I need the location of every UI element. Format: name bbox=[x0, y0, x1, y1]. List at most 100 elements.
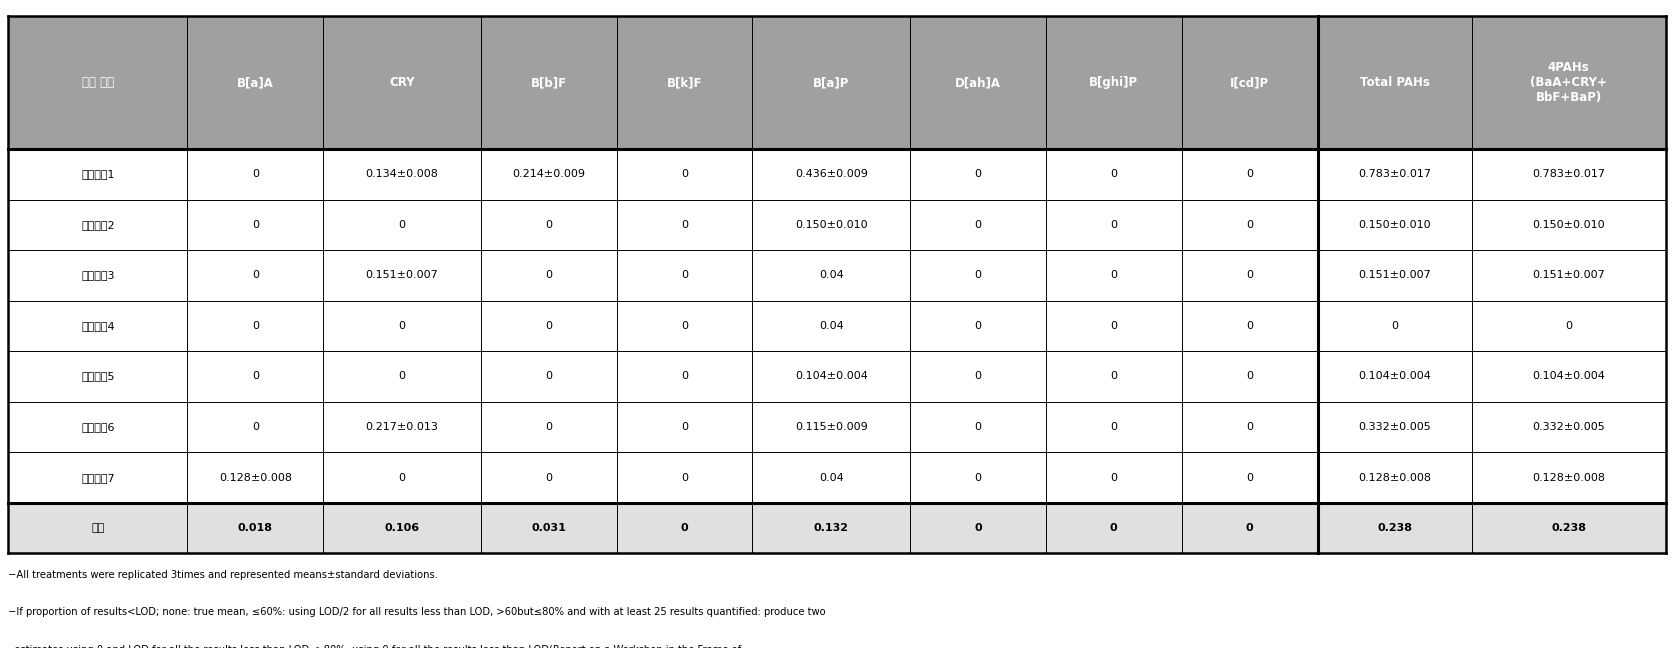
Bar bbox=[1471, 452, 1665, 503]
Bar bbox=[753, 250, 910, 301]
Text: B[a]P: B[a]P bbox=[813, 76, 848, 89]
Bar bbox=[753, 16, 910, 149]
Bar bbox=[753, 402, 910, 452]
Bar bbox=[8, 452, 187, 503]
Text: 0.150±0.010: 0.150±0.010 bbox=[1531, 220, 1604, 230]
Text: 0: 0 bbox=[681, 371, 688, 382]
Text: 0: 0 bbox=[545, 321, 552, 331]
Text: 0: 0 bbox=[251, 270, 259, 281]
Text: 0: 0 bbox=[398, 472, 405, 483]
Text: 0.238: 0.238 bbox=[1377, 523, 1412, 533]
Bar bbox=[323, 301, 480, 351]
Bar bbox=[8, 16, 187, 149]
Bar bbox=[1181, 503, 1317, 553]
Text: B[ghi]P: B[ghi]P bbox=[1089, 76, 1138, 89]
Text: CRY: CRY bbox=[388, 76, 415, 89]
Bar bbox=[323, 351, 480, 402]
Bar bbox=[1046, 351, 1181, 402]
Bar bbox=[1046, 149, 1181, 200]
Bar bbox=[616, 402, 753, 452]
Text: 0: 0 bbox=[974, 472, 980, 483]
Bar bbox=[480, 250, 616, 301]
Bar bbox=[1471, 351, 1665, 402]
Text: 0: 0 bbox=[1245, 321, 1253, 331]
Bar bbox=[187, 16, 323, 149]
Bar bbox=[480, 149, 616, 200]
Bar bbox=[323, 452, 480, 503]
Bar bbox=[616, 301, 753, 351]
Text: 0.128±0.008: 0.128±0.008 bbox=[1531, 472, 1604, 483]
Bar bbox=[616, 250, 753, 301]
Bar bbox=[1317, 200, 1471, 250]
Text: 0: 0 bbox=[681, 169, 688, 179]
Bar bbox=[480, 16, 616, 149]
Text: 0.151±0.007: 0.151±0.007 bbox=[1357, 270, 1430, 281]
Bar bbox=[1317, 351, 1471, 402]
Bar bbox=[187, 149, 323, 200]
Bar bbox=[753, 452, 910, 503]
Text: 0: 0 bbox=[545, 472, 552, 483]
Text: 0: 0 bbox=[1109, 169, 1116, 179]
Text: 0: 0 bbox=[398, 371, 405, 382]
Text: 0.104±0.004: 0.104±0.004 bbox=[1357, 371, 1430, 382]
Text: 0.018: 0.018 bbox=[238, 523, 273, 533]
Bar bbox=[1181, 351, 1317, 402]
Bar bbox=[616, 351, 753, 402]
Bar bbox=[1471, 16, 1665, 149]
Text: 0: 0 bbox=[251, 169, 259, 179]
Bar bbox=[910, 16, 1046, 149]
Text: 오징어포3: 오징어포3 bbox=[80, 270, 114, 281]
Text: 0.783±0.017: 0.783±0.017 bbox=[1357, 169, 1430, 179]
Text: 0.04: 0.04 bbox=[818, 472, 843, 483]
Text: 0.04: 0.04 bbox=[818, 321, 843, 331]
Text: 0: 0 bbox=[681, 472, 688, 483]
Bar bbox=[323, 16, 480, 149]
Text: 0.332±0.005: 0.332±0.005 bbox=[1531, 422, 1604, 432]
Text: 0: 0 bbox=[974, 169, 980, 179]
Bar bbox=[753, 351, 910, 402]
Bar bbox=[1317, 301, 1471, 351]
Text: 0.238: 0.238 bbox=[1551, 523, 1586, 533]
Text: 0: 0 bbox=[681, 523, 688, 533]
Text: 0: 0 bbox=[1109, 523, 1118, 533]
Bar bbox=[1046, 402, 1181, 452]
Text: 0: 0 bbox=[1564, 321, 1571, 331]
Bar bbox=[187, 402, 323, 452]
Text: 0: 0 bbox=[398, 220, 405, 230]
Bar bbox=[753, 149, 910, 200]
Text: 0.217±0.013: 0.217±0.013 bbox=[365, 422, 438, 432]
Bar bbox=[1317, 16, 1471, 149]
Text: 0: 0 bbox=[974, 270, 980, 281]
Bar bbox=[753, 503, 910, 553]
Text: 0: 0 bbox=[681, 422, 688, 432]
Text: 오징어포1: 오징어포1 bbox=[80, 169, 114, 179]
Bar bbox=[187, 250, 323, 301]
Text: Total PAHs: Total PAHs bbox=[1358, 76, 1429, 89]
Bar bbox=[8, 351, 187, 402]
Bar bbox=[1181, 200, 1317, 250]
Bar bbox=[323, 250, 480, 301]
Bar bbox=[616, 452, 753, 503]
Bar bbox=[910, 402, 1046, 452]
Text: B[a]A: B[a]A bbox=[236, 76, 274, 89]
Text: 0: 0 bbox=[1109, 321, 1116, 331]
Text: 0: 0 bbox=[251, 321, 259, 331]
Bar bbox=[1471, 503, 1665, 553]
Text: 0: 0 bbox=[681, 270, 688, 281]
Text: 오징어포5: 오징어포5 bbox=[80, 371, 114, 382]
Text: 0: 0 bbox=[545, 371, 552, 382]
Bar bbox=[1317, 452, 1471, 503]
Text: 0.151±0.007: 0.151±0.007 bbox=[1531, 270, 1604, 281]
Text: 0.128±0.008: 0.128±0.008 bbox=[219, 472, 291, 483]
Text: 0.106: 0.106 bbox=[385, 523, 420, 533]
Text: 0: 0 bbox=[1245, 270, 1253, 281]
Bar bbox=[616, 149, 753, 200]
Text: 오징어포7: 오징어포7 bbox=[80, 472, 115, 483]
Text: 오징어포4: 오징어포4 bbox=[80, 321, 115, 331]
Bar bbox=[323, 200, 480, 250]
Text: 0: 0 bbox=[251, 371, 259, 382]
Text: 0.436±0.009: 0.436±0.009 bbox=[795, 169, 867, 179]
Text: 0.332±0.005: 0.332±0.005 bbox=[1357, 422, 1430, 432]
Text: 0: 0 bbox=[545, 220, 552, 230]
Text: 0: 0 bbox=[398, 321, 405, 331]
